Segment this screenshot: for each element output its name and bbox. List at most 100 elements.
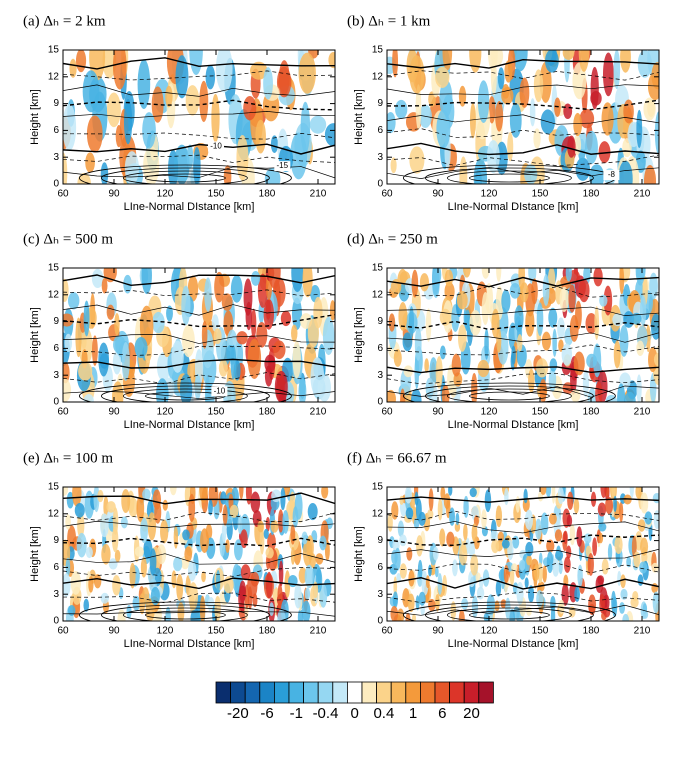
field-blob bbox=[640, 537, 649, 556]
colorbar-box bbox=[449, 681, 465, 704]
y-axis-label: Height [km] bbox=[353, 307, 365, 363]
x-tick-label: 120 bbox=[157, 407, 174, 418]
field-blob bbox=[519, 282, 529, 303]
panel-title: (f) Δₕ = 66.67 m bbox=[347, 450, 447, 466]
x-tick-label: 120 bbox=[157, 189, 174, 200]
y-tick-label: 9 bbox=[53, 535, 59, 546]
field-blob bbox=[100, 162, 109, 184]
field-blob bbox=[450, 601, 457, 621]
field-blob bbox=[635, 150, 646, 173]
field-blob bbox=[201, 571, 206, 583]
field-blob bbox=[326, 517, 333, 530]
field-blob bbox=[315, 553, 324, 565]
field-blob bbox=[76, 532, 87, 558]
x-tick-label: 180 bbox=[259, 407, 276, 418]
field-blob bbox=[471, 523, 478, 543]
y-tick-label: 6 bbox=[53, 125, 59, 136]
field-blob bbox=[63, 152, 68, 184]
colorbar-label: 1 bbox=[409, 705, 417, 722]
contour-line bbox=[101, 604, 270, 621]
field-blob bbox=[436, 109, 451, 149]
field-blob bbox=[614, 535, 623, 554]
field-blob bbox=[548, 307, 558, 328]
field-blob bbox=[75, 50, 87, 73]
colorbar-box bbox=[361, 681, 378, 704]
contour-line bbox=[387, 591, 659, 603]
annotation: -15 bbox=[277, 161, 289, 170]
field-blob bbox=[121, 488, 131, 513]
contour-line bbox=[447, 170, 572, 184]
field-blob bbox=[98, 342, 109, 377]
contour-line bbox=[123, 607, 248, 621]
field-blob bbox=[239, 487, 244, 500]
field-blob bbox=[304, 564, 314, 589]
field-blob bbox=[574, 586, 580, 602]
field-blob bbox=[63, 573, 71, 597]
panel-title: (e) Δₕ = 100 m bbox=[23, 450, 113, 466]
field-blob bbox=[278, 60, 290, 96]
y-tick-label: 3 bbox=[53, 589, 59, 600]
field-blob bbox=[169, 487, 177, 496]
field-blob bbox=[399, 388, 406, 402]
field-blob bbox=[173, 556, 183, 572]
field-blob bbox=[495, 101, 504, 132]
contour-line bbox=[387, 306, 659, 317]
field-blob bbox=[545, 487, 552, 497]
contour-line bbox=[387, 495, 659, 503]
field-blob bbox=[427, 509, 434, 520]
field-blob bbox=[409, 146, 425, 174]
field-blob bbox=[396, 573, 402, 583]
contour-line bbox=[101, 385, 270, 402]
field-blob bbox=[546, 551, 554, 574]
field-blob bbox=[256, 321, 268, 348]
contour-line bbox=[468, 391, 550, 401]
y-tick-label: 15 bbox=[372, 263, 384, 274]
field-blob bbox=[264, 167, 281, 184]
field-blob bbox=[642, 609, 649, 619]
field-blob bbox=[85, 152, 95, 173]
contour-line bbox=[144, 173, 226, 183]
contour-line bbox=[63, 520, 335, 529]
field-blob bbox=[328, 52, 335, 69]
x-tick-label: 150 bbox=[208, 407, 225, 418]
field-blob bbox=[108, 558, 118, 570]
field-blob bbox=[653, 352, 659, 367]
contour-line bbox=[63, 70, 335, 81]
field-blob bbox=[536, 590, 544, 608]
contour-line bbox=[387, 373, 659, 385]
field-blob bbox=[252, 593, 258, 608]
field-blob bbox=[501, 289, 511, 313]
field-blob bbox=[451, 353, 461, 377]
field-blob bbox=[409, 55, 425, 94]
field-blob bbox=[498, 569, 506, 582]
field-blob bbox=[603, 285, 613, 316]
y-tick-label: 9 bbox=[377, 98, 383, 109]
field-blob bbox=[566, 514, 573, 527]
field-blob bbox=[569, 314, 579, 342]
field-blob bbox=[558, 558, 563, 575]
field-blob bbox=[321, 487, 329, 499]
x-tick-label: 120 bbox=[481, 407, 498, 418]
field-blob bbox=[578, 278, 590, 303]
y-tick-label: 6 bbox=[377, 125, 383, 136]
panel: 60 90 120 150 180 210 0 3 6 9 12 15 (d) Δₕ = 250 m LI… bbox=[347, 231, 660, 431]
field-blob bbox=[411, 269, 419, 298]
panel: 60 90 120 150 180 210 0 3 6 9 12 15 (b) Δₕ = 1 km LIn… bbox=[347, 13, 660, 213]
x-tick-label: 180 bbox=[583, 626, 600, 637]
field-blob bbox=[653, 510, 659, 530]
y-tick-label: 3 bbox=[53, 370, 59, 381]
field-blob bbox=[549, 358, 558, 372]
field-blob bbox=[215, 50, 233, 93]
contour-line bbox=[447, 607, 572, 621]
field-blob bbox=[568, 284, 576, 313]
field-blob bbox=[573, 498, 580, 514]
contour-line bbox=[101, 167, 270, 184]
field-blob bbox=[171, 570, 177, 589]
field-blob bbox=[199, 80, 209, 123]
field-blob bbox=[271, 489, 282, 503]
field-blob bbox=[140, 556, 147, 578]
field-blob bbox=[504, 60, 513, 83]
field-blob bbox=[189, 50, 203, 75]
field-blob bbox=[399, 563, 407, 579]
field-blob bbox=[319, 583, 328, 608]
